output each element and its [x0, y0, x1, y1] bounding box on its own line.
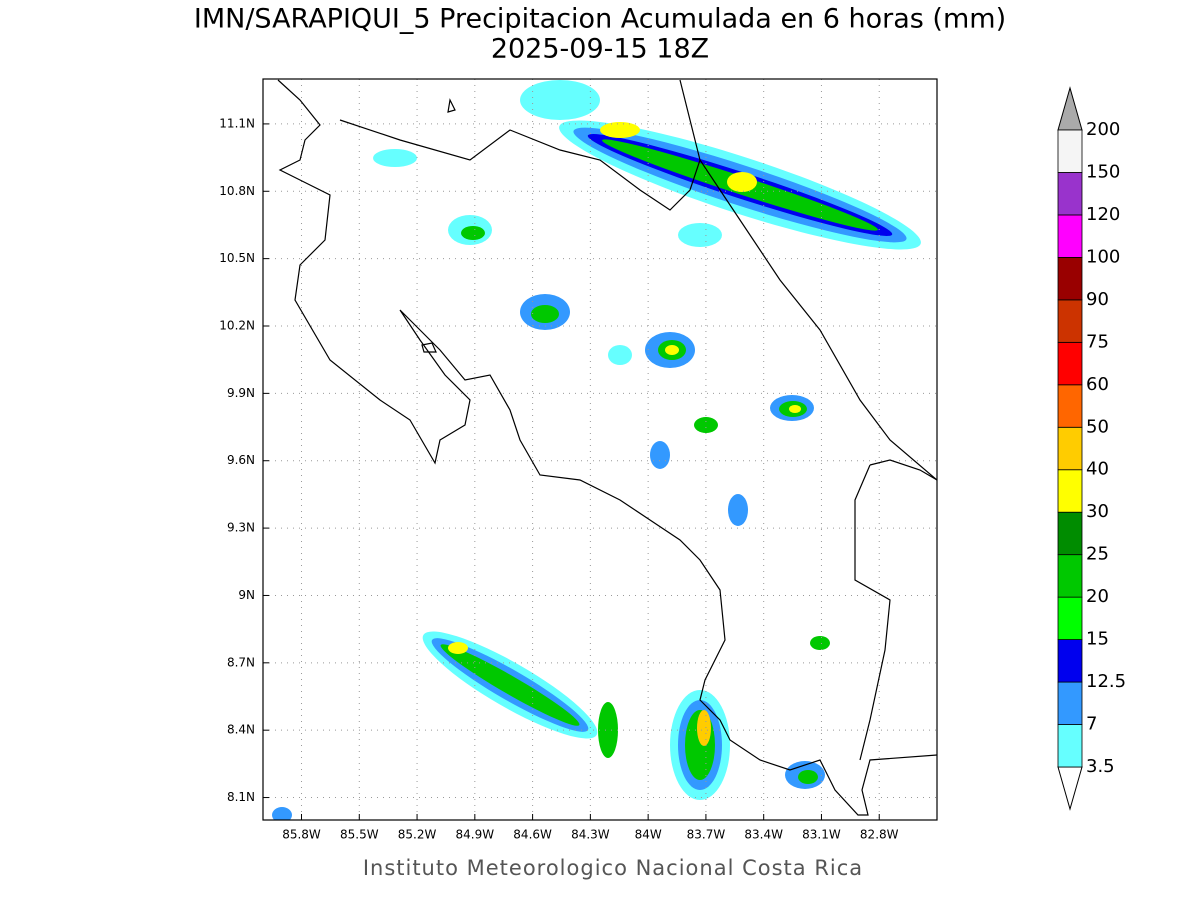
color-box — [1057, 681, 1083, 725]
subtitle: 2025-09-15 18Z — [491, 34, 709, 65]
y-tick-label: 10.2N — [219, 319, 255, 333]
rain-cells — [272, 149, 830, 820]
colorbar-label: 15 — [1086, 629, 1109, 650]
y-tick-label: 10.8N — [219, 184, 255, 198]
y-tick-label: 9N — [238, 588, 255, 602]
color-box — [1057, 426, 1083, 471]
y-tick-label: 8.1N — [227, 790, 255, 804]
color-box — [1057, 256, 1083, 301]
y-tick-label: 10.5N — [219, 251, 255, 265]
colorbar-label: 90 — [1086, 289, 1109, 310]
x-tick-label: 83.4W — [744, 828, 783, 842]
colorbar-label: 30 — [1086, 501, 1109, 522]
rain-band-south — [422, 631, 825, 800]
axis-ticks: 85.8W 85.5W 85.2W 84.9W 84.6W 84.3W 84W 83.7W 83… — [219, 116, 898, 841]
panama-border — [854, 459, 937, 761]
y-tick-label: 8.4N — [227, 723, 255, 737]
colorbar-label: 75 — [1086, 331, 1109, 352]
colorbar-label: 40 — [1086, 459, 1109, 480]
lake-island — [421, 98, 456, 353]
title: IMN/SARAPIQUI_5 Precipitacion Acumulada … — [194, 4, 1006, 35]
y-tick-label: 9.3N — [227, 521, 255, 535]
color-box — [1057, 384, 1083, 428]
x-tick-label: 82.8W — [860, 828, 899, 842]
colorbar-label: 3.5 — [1086, 756, 1115, 777]
nicaragua-border — [339, 119, 701, 211]
under-triangle — [1057, 766, 1083, 811]
x-tick-label: 84.9W — [456, 828, 495, 842]
color-box — [1057, 639, 1083, 683]
colorbar-label: 60 — [1086, 374, 1109, 395]
x-tick-label: 83.7W — [687, 828, 726, 842]
colorbar-label: 150 — [1086, 161, 1120, 182]
x-tick-label: 83.1W — [802, 828, 841, 842]
x-tick-label: 85.8W — [282, 828, 321, 842]
color-box — [1057, 511, 1083, 556]
color-box — [1057, 469, 1083, 513]
color-box — [1057, 341, 1083, 386]
color-box — [1057, 596, 1083, 641]
color-box — [1057, 129, 1083, 173]
colorbar-label: 7 — [1086, 714, 1097, 735]
color-box — [1057, 299, 1083, 343]
pacific-coast — [277, 79, 937, 816]
coastlines — [277, 79, 937, 816]
colorbar-label: 25 — [1086, 544, 1109, 565]
colorbar-label: 100 — [1086, 246, 1120, 267]
colorbar-label: 120 — [1086, 204, 1120, 225]
x-tick-label: 84.6W — [513, 828, 552, 842]
over-triangle — [1057, 86, 1083, 131]
x-tick-label: 85.5W — [340, 828, 379, 842]
color-box — [1057, 554, 1083, 598]
rain-band — [520, 80, 921, 250]
color-box — [1057, 724, 1083, 768]
caribbean-coast — [679, 79, 937, 481]
colorbar-label: 200 — [1086, 119, 1120, 140]
color-box — [1057, 172, 1083, 216]
footer: Instituto Meteorologico Nacional Costa R… — [363, 856, 863, 880]
colorbar-label: 12.5 — [1086, 671, 1126, 692]
y-tick-label: 8.7N — [227, 655, 255, 669]
precipitation-field — [272, 80, 921, 820]
y-tick-label: 11.1N — [219, 116, 255, 130]
y-tick-label: 9.9N — [227, 386, 255, 400]
map-frame — [262, 78, 938, 821]
x-tick-label: 84W — [635, 828, 662, 842]
y-tick-label: 9.6N — [227, 453, 255, 467]
x-tick-label: 84.3W — [571, 828, 610, 842]
colorbar-label: 20 — [1086, 586, 1109, 607]
color-box — [1057, 214, 1083, 258]
colorbar-label: 50 — [1086, 416, 1109, 437]
grid — [263, 79, 937, 820]
colorbar: 3.5 7 12.5 15 20 25 30 40 50 60 75 90 100 120 150 200 — [1057, 86, 1126, 811]
x-tick-label: 85.2W — [398, 828, 437, 842]
